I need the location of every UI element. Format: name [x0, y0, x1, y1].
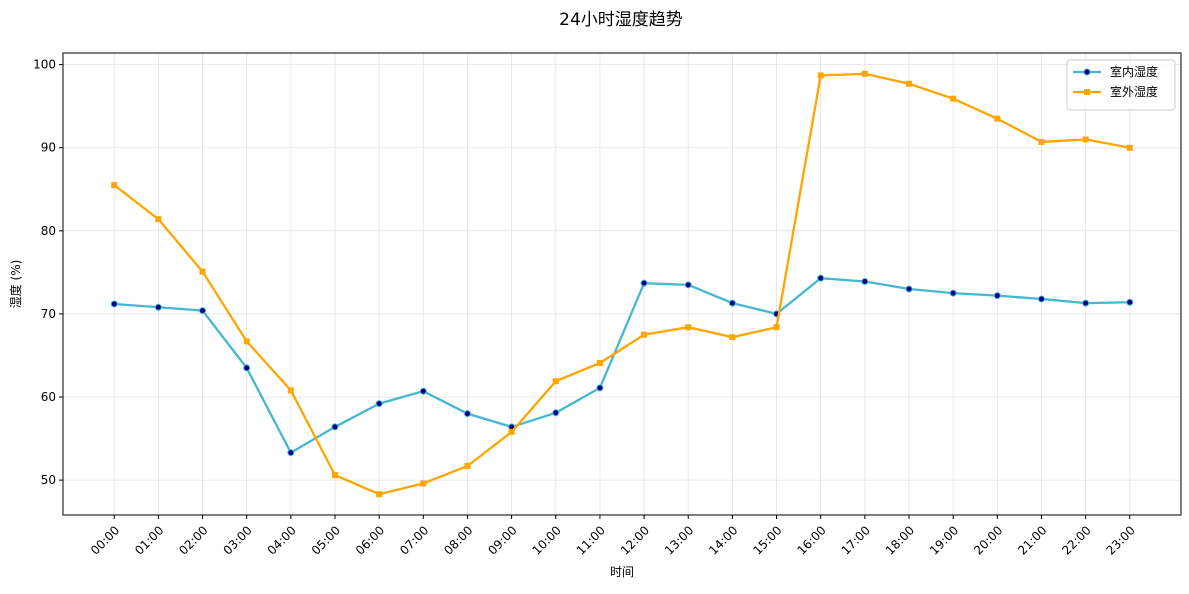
data-point: [817, 274, 825, 282]
x-tick-label: 13:00: [662, 523, 696, 557]
data-point: [463, 410, 471, 418]
data-point: [596, 359, 603, 366]
x-tick-label: 16:00: [794, 523, 828, 557]
y-tick-label: 60: [41, 390, 56, 404]
x-tick-label: 07:00: [397, 523, 431, 557]
data-point: [773, 324, 780, 331]
x-tick-label: 00:00: [88, 523, 122, 557]
x-axis: 00:00 01:00 02:00 03:00 04:00 05:00 06:00 07:00…: [88, 515, 1138, 558]
plot-frame: [62, 52, 1182, 516]
data-point: [1038, 138, 1045, 145]
series-layer: [110, 70, 1134, 498]
data-point: [552, 409, 560, 417]
data-point: [905, 285, 913, 293]
series-line-1: [113, 72, 1130, 496]
data-point: [641, 331, 648, 338]
x-tick-label: 05:00: [309, 523, 343, 557]
x-tick-label: 08:00: [441, 523, 475, 557]
data-point: [1037, 295, 1045, 303]
x-tick-label: 14:00: [706, 523, 740, 557]
x-tick-label: 23:00: [1104, 523, 1138, 557]
data-point: [1082, 136, 1089, 143]
data-point: [596, 384, 604, 392]
data-point: [199, 307, 207, 315]
data-point: [685, 324, 692, 331]
x-axis-label: 时间: [610, 565, 634, 579]
data-point: [508, 428, 515, 435]
data-point: [287, 449, 295, 457]
legend-marker: [1084, 89, 1090, 95]
x-tick-label: 10:00: [530, 523, 564, 557]
data-point: [243, 364, 251, 372]
data-point: [287, 387, 294, 394]
data-point: [728, 299, 736, 307]
legend-marker: [1083, 68, 1091, 76]
y-tick-label: 100: [33, 58, 56, 72]
y-tick-label: 80: [41, 224, 56, 238]
data-point: [199, 268, 206, 275]
data-point: [861, 278, 869, 286]
x-tick-label: 22:00: [1059, 523, 1093, 557]
legend-label: 室外湿度: [1110, 84, 1158, 99]
data-point: [375, 400, 383, 408]
data-point: [906, 80, 913, 87]
x-tick-label: 01:00: [132, 523, 166, 557]
data-point: [950, 95, 957, 102]
x-tick-label: 06:00: [353, 523, 387, 557]
data-point: [1126, 144, 1133, 151]
x-tick-label: 12:00: [618, 523, 652, 557]
data-point: [552, 378, 559, 385]
y-tick-label: 70: [41, 307, 56, 321]
x-tick-label: 11:00: [574, 523, 608, 557]
x-tick-label: 20:00: [971, 523, 1005, 557]
y-axis-label: 湿度 (%): [8, 260, 23, 309]
data-point: [331, 423, 339, 431]
data-point: [861, 70, 868, 77]
data-point: [1126, 298, 1134, 306]
x-tick-label: 17:00: [839, 523, 873, 557]
x-tick-label: 09:00: [485, 523, 519, 557]
data-point: [993, 292, 1001, 300]
data-point: [376, 491, 383, 498]
data-point: [110, 300, 118, 308]
data-point: [331, 472, 338, 479]
x-tick-label: 03:00: [220, 523, 254, 557]
data-point: [243, 338, 250, 345]
grid: [63, 53, 1181, 515]
x-tick-label: 19:00: [927, 523, 961, 557]
data-point: [419, 387, 427, 395]
x-tick-label: 18:00: [883, 523, 917, 557]
data-point: [729, 334, 736, 341]
series-line-0: [114, 277, 1130, 455]
data-point: [111, 182, 118, 189]
data-point: [1082, 299, 1090, 307]
legend-label: 室内湿度: [1110, 64, 1158, 79]
x-tick-label: 04:00: [265, 523, 299, 557]
data-point: [420, 480, 427, 487]
y-axis: 50 60 70 80 90 100: [33, 58, 63, 487]
y-tick-label: 50: [41, 473, 56, 487]
data-point: [684, 281, 692, 289]
data-point: [817, 72, 824, 79]
data-point: [994, 115, 1001, 122]
data-point: [464, 462, 471, 469]
data-point: [155, 216, 162, 223]
y-tick-label: 90: [41, 141, 56, 155]
x-tick-label: 02:00: [176, 523, 210, 557]
data-point: [640, 279, 648, 287]
data-point: [154, 303, 162, 311]
data-point: [949, 289, 957, 297]
x-tick-label: 21:00: [1015, 523, 1049, 557]
x-tick-label: 15:00: [750, 523, 784, 557]
chart-title: 24小时湿度趋势: [559, 10, 683, 30]
